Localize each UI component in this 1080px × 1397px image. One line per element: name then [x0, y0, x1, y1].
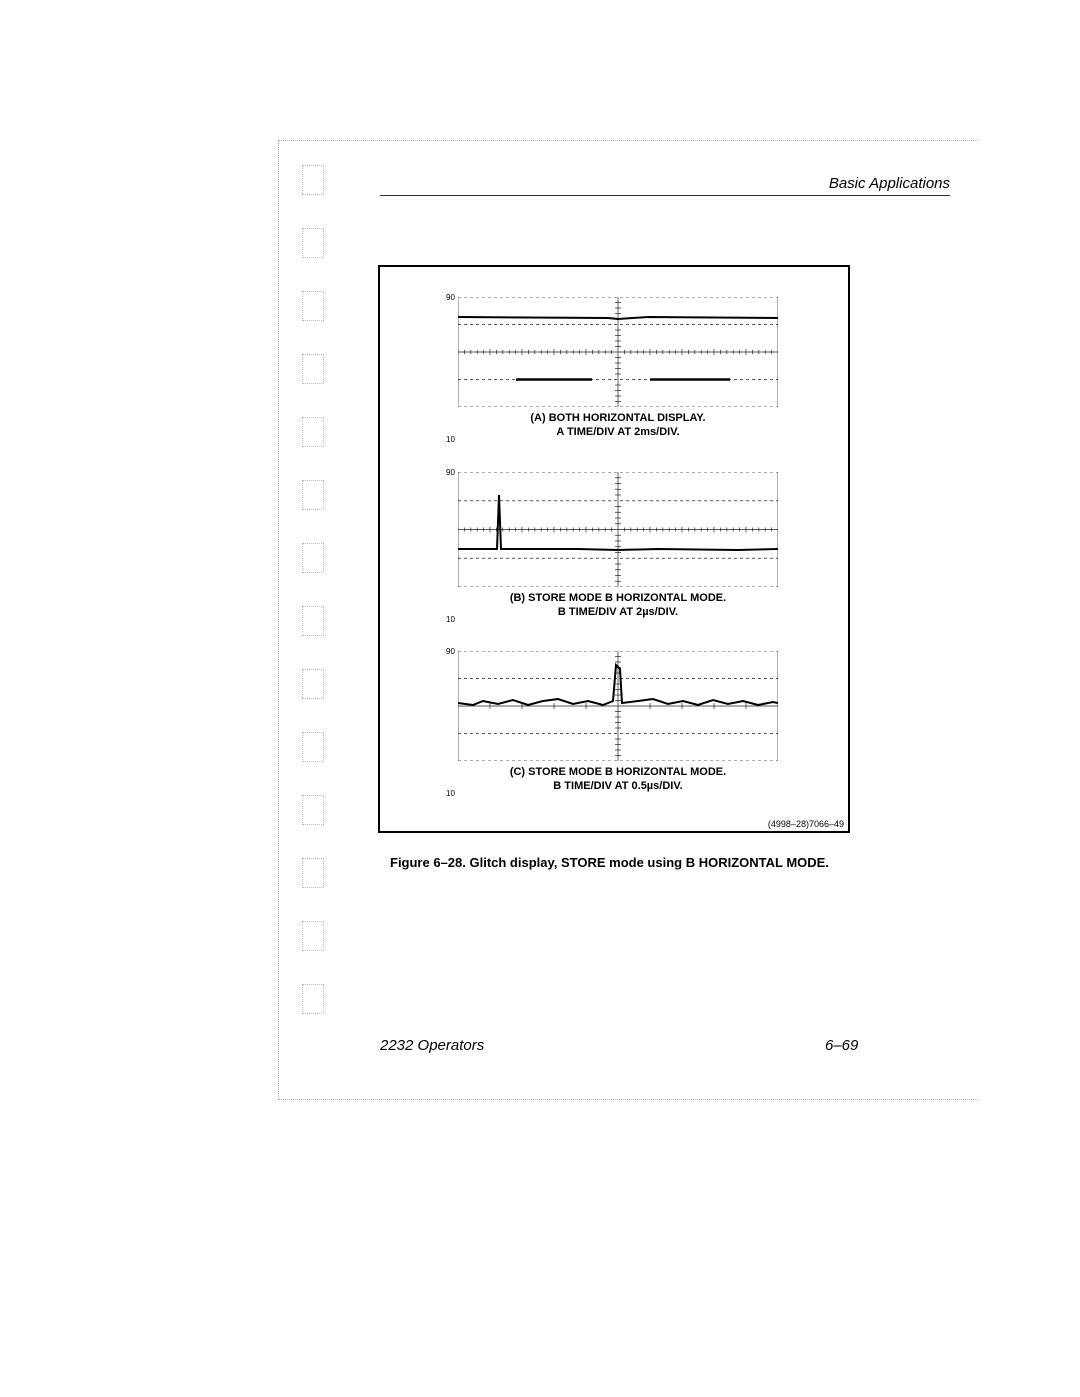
y-label: 90 — [446, 293, 455, 302]
scope-grid-a — [458, 297, 778, 407]
y-label: 90 — [446, 468, 455, 477]
scope-panel-a: 90 10 — [458, 297, 778, 440]
footer-page-number: 6–69 — [825, 1037, 858, 1054]
figure-reference-number: (4998–28)7066–49 — [768, 819, 844, 829]
y-label: 10 — [446, 435, 455, 444]
footer-manual-title: 2232 Operators — [380, 1037, 484, 1054]
section-title: Basic Applications — [829, 175, 950, 192]
figure-caption: Figure 6–28. Glitch display, STORE mode … — [390, 855, 850, 872]
panel-caption-a: (A) BOTH HORIZONTAL DISPLAY. A TIME/DIV … — [458, 411, 778, 440]
y-label: 10 — [446, 789, 455, 798]
scope-panel-b: 90 10 (B) STORE MODE B HO — [458, 472, 778, 620]
running-header: Basic Applications — [380, 175, 950, 196]
figure-frame: 90 10 — [378, 265, 850, 833]
panel-caption-c: (C) STORE MODE B HORIZONTAL MODE. B TIME… — [458, 765, 778, 794]
y-label: 90 — [446, 647, 455, 656]
scope-grid-c — [458, 651, 778, 761]
y-label: 10 — [446, 615, 455, 624]
binder-holes — [302, 165, 332, 1047]
scope-grid-b — [458, 472, 778, 587]
panel-caption-b: (B) STORE MODE B HORIZONTAL MODE. B TIME… — [458, 591, 778, 620]
scope-panel-c: 90 10 (C) STORE MODE B HORIZONTAL — [458, 651, 778, 794]
